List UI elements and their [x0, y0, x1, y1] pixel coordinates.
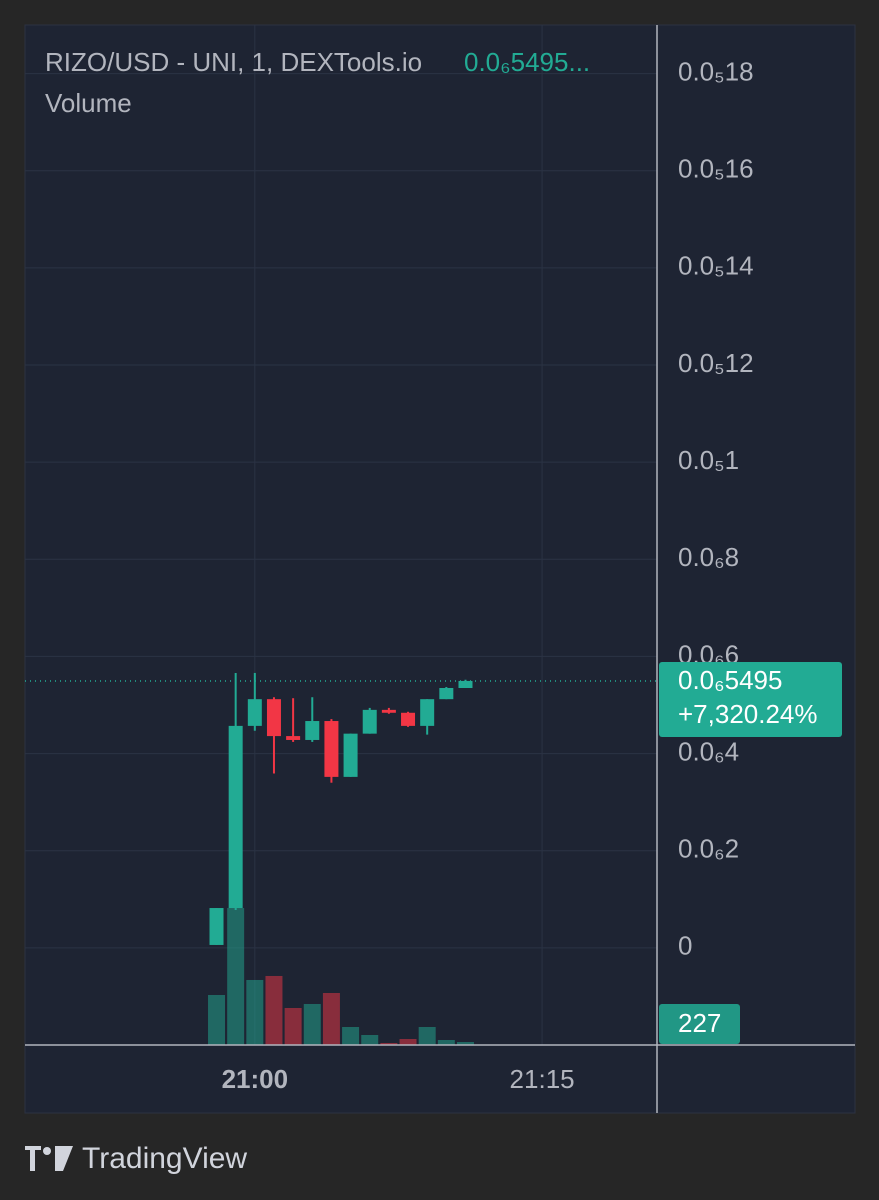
x-tick-label: 21:00	[222, 1064, 289, 1094]
volume-bar	[303, 1003, 321, 1045]
candle-body	[343, 733, 358, 777]
plot	[25, 672, 657, 1045]
candle-body	[362, 709, 377, 734]
volume-bar	[265, 975, 283, 1045]
y-tick-label: 0.0₆8	[678, 542, 739, 572]
candle-body	[381, 709, 396, 713]
volume-bar	[322, 992, 340, 1045]
volume-legend: Volume	[45, 88, 132, 118]
logo-v	[55, 1146, 73, 1171]
x-tick-label: 21:15	[510, 1064, 575, 1094]
brand-name: TradingView	[82, 1142, 247, 1175]
y-tick-label: 0.0₅1	[678, 445, 739, 475]
volume-bar	[227, 907, 245, 1045]
candle-body	[266, 699, 281, 737]
volume-bar	[456, 1041, 474, 1045]
candle-body	[324, 721, 339, 777]
brand-logo	[25, 1146, 73, 1171]
volume-bar	[418, 1026, 436, 1045]
axes: 0.0₅180.0₅160.0₅140.0₅120.0₅10.0₆80.0₆60…	[222, 56, 842, 1094]
change-label: +7,320.24%	[678, 699, 818, 729]
volume-value-label: 227	[678, 1008, 721, 1038]
candle-body	[247, 699, 262, 726]
candle-body	[458, 680, 473, 688]
last-price-box	[659, 661, 842, 737]
y-tick-label: 0.0₅14	[678, 251, 754, 281]
candle-body	[439, 688, 454, 700]
y-tick-label: 0.0₅16	[678, 154, 754, 184]
y-tick-label: 0.0₆2	[678, 834, 739, 864]
grid	[25, 25, 657, 1045]
y-tick-label: 0.0₅18	[678, 56, 754, 86]
candle-body	[228, 725, 243, 909]
volume-box	[659, 1003, 740, 1044]
title-price: 0.0₆5495...	[464, 47, 590, 77]
candle-body	[305, 721, 320, 740]
candle-body	[420, 699, 435, 726]
volume-bar	[361, 1034, 379, 1045]
candle-body	[286, 736, 301, 740]
y-tick-label: 0	[678, 931, 692, 961]
volume-bar	[208, 994, 226, 1045]
volume-bar	[342, 1026, 360, 1045]
volume-bar	[284, 1007, 302, 1045]
volume-bar	[380, 1042, 398, 1045]
volume-bar	[246, 979, 264, 1045]
chart-title: RIZO/USD - UNI, 1, DEXTools.io	[45, 47, 422, 77]
last-price-label: 0.0₆5495	[678, 665, 782, 695]
logo-dot	[43, 1147, 51, 1155]
volume-bar	[399, 1038, 417, 1045]
y-tick-label: 0.0₆4	[678, 736, 739, 766]
candle-body	[401, 712, 416, 726]
y-tick-label: 0.0₅12	[678, 348, 754, 378]
logo-t	[25, 1146, 41, 1171]
chart-panel	[24, 24, 856, 1114]
candle-body	[209, 908, 224, 945]
volume-bar	[437, 1039, 455, 1045]
